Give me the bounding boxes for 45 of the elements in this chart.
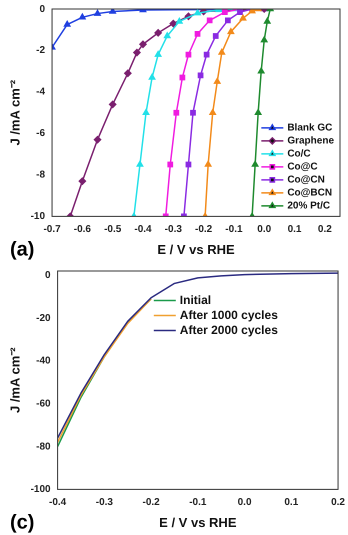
legend-label: Graphene [287,136,334,147]
y-tick-label: -4 [36,86,46,98]
y-tick-label: -100 [30,484,52,496]
y-tick-label: -40 [36,356,52,367]
legend-label: Blank GC [287,122,332,134]
x-tick-label: 0.1 [288,224,302,236]
y-axis-title: J /mA cm⁻² [7,79,22,146]
x-tick-label: -0.2 [194,224,213,236]
y-axis-title: J /mA cm⁻² [7,346,22,414]
x-axis-title: E / V vs RHE [159,514,237,530]
legend-label: Co@CN [287,174,325,186]
legend-label: Co@C [287,162,318,173]
legend-label: Co@BCN [287,188,332,199]
x-tick-label: -0.2 [142,497,160,508]
y-tick-label: -20 [36,312,52,324]
text: (c) [10,512,34,534]
x-tick-label: -0.3 [164,224,182,236]
x-tick-label: -0.7 [43,224,62,236]
y-tick-label: -6 [36,128,46,140]
y-tick-label: -80 [36,441,52,452]
legend-label: Initial [180,292,212,307]
x-tick-label: 0.1 [284,497,299,508]
legend-label: Co/C [287,148,311,160]
y-tick-label: 0 [39,4,46,15]
legend-label: After 2000 cycles [180,322,278,337]
x-tick-label: 0.0 [257,224,272,236]
y-tick-label: 0 [45,270,52,282]
x-tick-label: 0.2 [331,497,346,508]
x-tick-label: 0.0 [238,497,252,508]
x-tick-label: 0.2 [318,224,332,236]
x-tick-label: -0.5 [104,224,122,236]
x-tick-label: -0.6 [74,224,92,236]
y-tick-label: -2 [36,45,46,56]
x-tick-label: -0.4 [48,497,67,508]
y-tick-label: -10 [30,211,46,222]
x-tick-label: -0.4 [134,224,152,236]
y-tick-label: -60 [36,398,52,410]
x-tick-label: -0.3 [96,497,114,508]
x-tick-label: -0.1 [225,224,243,236]
legend-label: 20% Pt/C [287,200,330,212]
legend-label: After 1000 cycles [180,308,278,322]
x-axis-title: E / V vs RHE [157,242,236,257]
y-tick-label: -8 [36,170,46,181]
text: (a) [10,238,34,261]
x-tick-label: -0.1 [189,497,207,508]
